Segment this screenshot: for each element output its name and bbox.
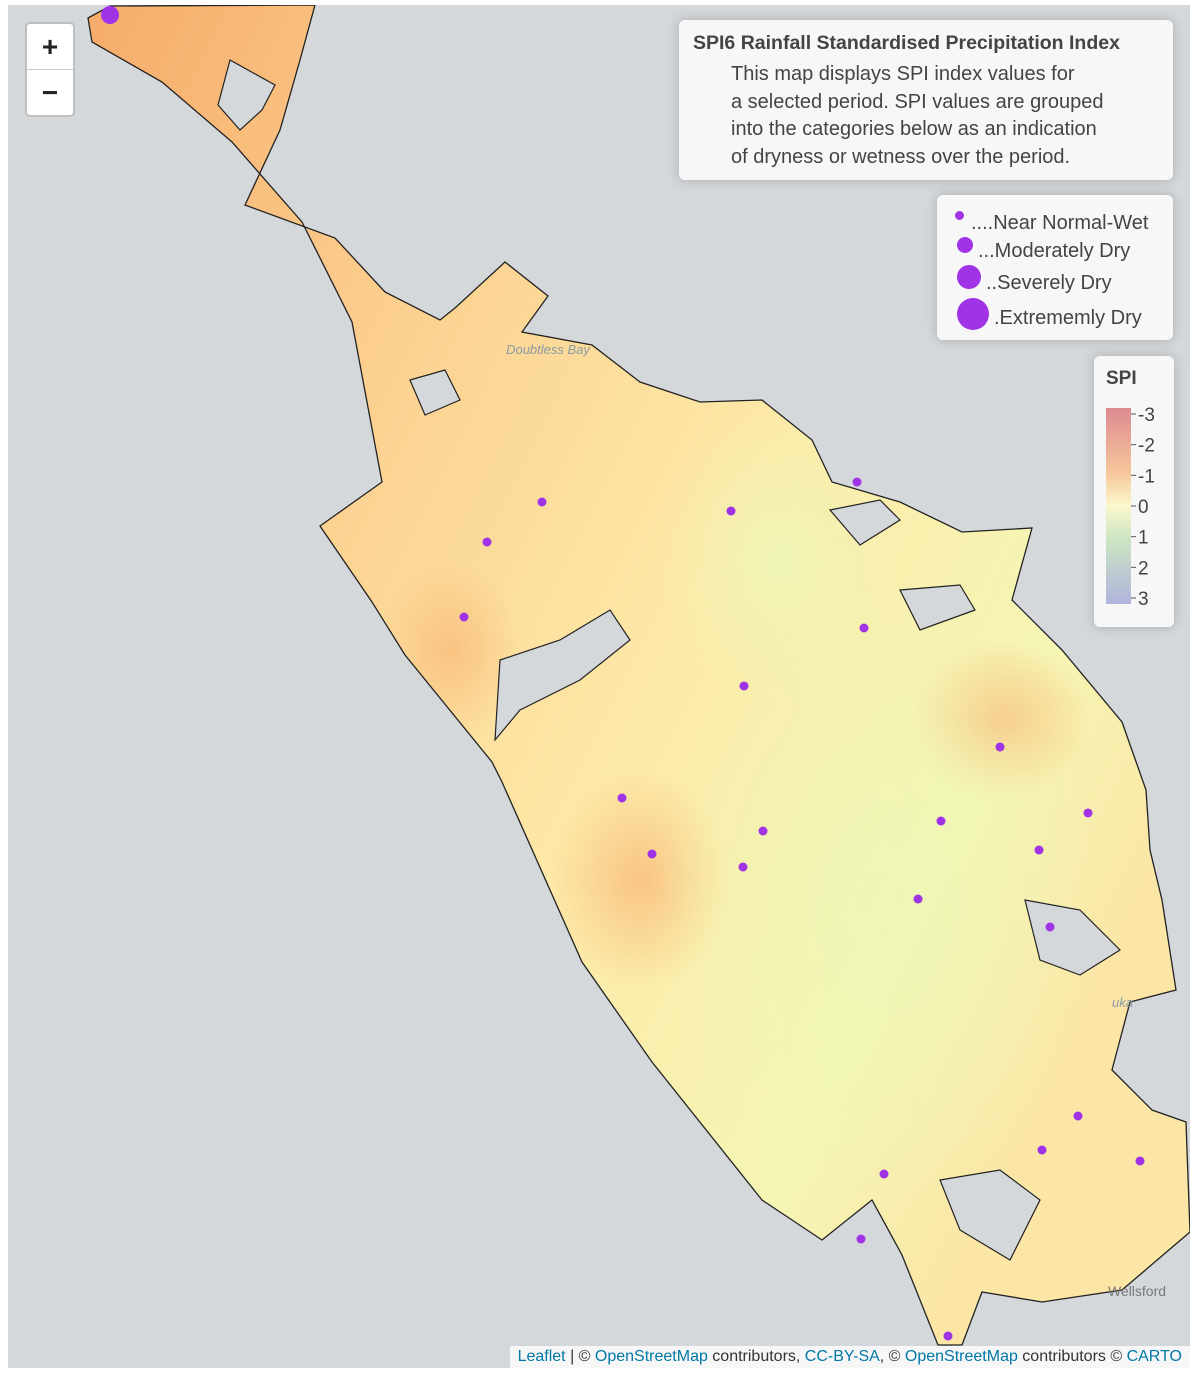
tick-label: -2: [1138, 436, 1155, 457]
colorbar-ramp: [1106, 408, 1131, 604]
station[interactable]: [537, 497, 547, 507]
station[interactable]: [1073, 1111, 1083, 1121]
station[interactable]: [1135, 1156, 1145, 1166]
station[interactable]: [617, 793, 627, 803]
attribution-text: contributors,: [707, 1348, 805, 1365]
zoom-out[interactable]: −: [27, 69, 73, 115]
station[interactable]: [859, 623, 869, 633]
tick-label: 3: [1138, 589, 1149, 610]
place-label: Doubtless Bay: [506, 342, 591, 357]
size-legend: ....Near Normal-Wet ...Moderately Dry ..…: [937, 195, 1173, 340]
station[interactable]: [852, 477, 862, 487]
tick-label: 2: [1138, 558, 1149, 579]
station[interactable]: [726, 506, 736, 516]
info-line: a selected period. SPI values are groupe…: [731, 90, 1104, 113]
info-title: SPI6 Rainfall Standardised Precipitation…: [693, 32, 1120, 54]
legend-label: ...Moderately Dry: [978, 240, 1131, 262]
tick-label: -3: [1138, 405, 1155, 426]
info-box: SPI6 Rainfall Standardised Precipitation…: [679, 20, 1173, 180]
station[interactable]: [482, 537, 492, 547]
zoom-control: + −: [25, 22, 75, 117]
zoom-in[interactable]: +: [41, 31, 59, 62]
station[interactable]: [1083, 808, 1093, 818]
inlets: [217, 59, 1121, 1261]
station[interactable]: [758, 826, 768, 836]
attribution-link[interactable]: CARTO: [1126, 1348, 1182, 1365]
station[interactable]: [738, 862, 748, 872]
attribution-link[interactable]: OpenStreetMap: [594, 1348, 708, 1365]
station[interactable]: [936, 816, 946, 826]
info-line: into the categories below as an indicati…: [731, 118, 1097, 140]
colorbar: SPI -3 -2 -1 0 1 2 3: [1106, 368, 1155, 610]
info-line: of dryness or wetness over the period.: [731, 145, 1071, 168]
station[interactable]: [879, 1169, 889, 1179]
station[interactable]: [995, 742, 1005, 752]
tick-label: -1: [1138, 466, 1155, 487]
station[interactable]: [1034, 845, 1044, 855]
attribution-text: , ©: [879, 1348, 905, 1365]
legend-symbol: [957, 265, 981, 289]
station[interactable]: [459, 612, 469, 622]
legend-label: ..Severely Dry: [986, 272, 1112, 294]
attribution-text: | ©: [565, 1348, 595, 1365]
legend-symbol: [957, 237, 973, 253]
stations: [101, 6, 1145, 1341]
legend-symbol: [957, 298, 989, 330]
attribution-text: contributors ©: [1017, 1348, 1127, 1365]
attribution-link[interactable]: CC-BY-SA: [804, 1348, 880, 1365]
tick-label: 0: [1138, 497, 1149, 518]
legend-label: ....Near Normal-Wet: [971, 212, 1149, 234]
station[interactable]: [1045, 922, 1055, 932]
spi-legend: SPI -3 -2 -1 0 1 2 3: [1094, 356, 1174, 627]
attribution-link[interactable]: Leaflet: [517, 1348, 566, 1365]
legend-title: SPI: [1106, 368, 1137, 389]
legend-label: .Extrememly Dry: [994, 307, 1142, 329]
attribution-link[interactable]: OpenStreetMap: [904, 1348, 1018, 1365]
station[interactable]: [856, 1234, 866, 1244]
station[interactable]: [101, 6, 119, 24]
info-line: This map displays SPI index values for: [731, 63, 1075, 85]
tick-label: 1: [1138, 528, 1149, 549]
place-label: uka: [1112, 995, 1133, 1010]
place-label: Wellsford: [1108, 1283, 1166, 1299]
station[interactable]: [1037, 1145, 1047, 1155]
station[interactable]: [913, 894, 923, 904]
legend-symbol: [955, 211, 964, 220]
map[interactable]: Doubtless Bay uka Wellsford + − SPI6 Rai…: [8, 5, 1190, 1368]
station[interactable]: [739, 681, 749, 691]
attribution: Leaflet | © OpenStreetMap contributors, …: [509, 1346, 1190, 1368]
info-text: This map displays SPI index values for a …: [731, 61, 1173, 171]
basemap: Doubtless Bay uka Wellsford: [87, 5, 1190, 1346]
station[interactable]: [943, 1331, 953, 1341]
station[interactable]: [647, 849, 657, 859]
